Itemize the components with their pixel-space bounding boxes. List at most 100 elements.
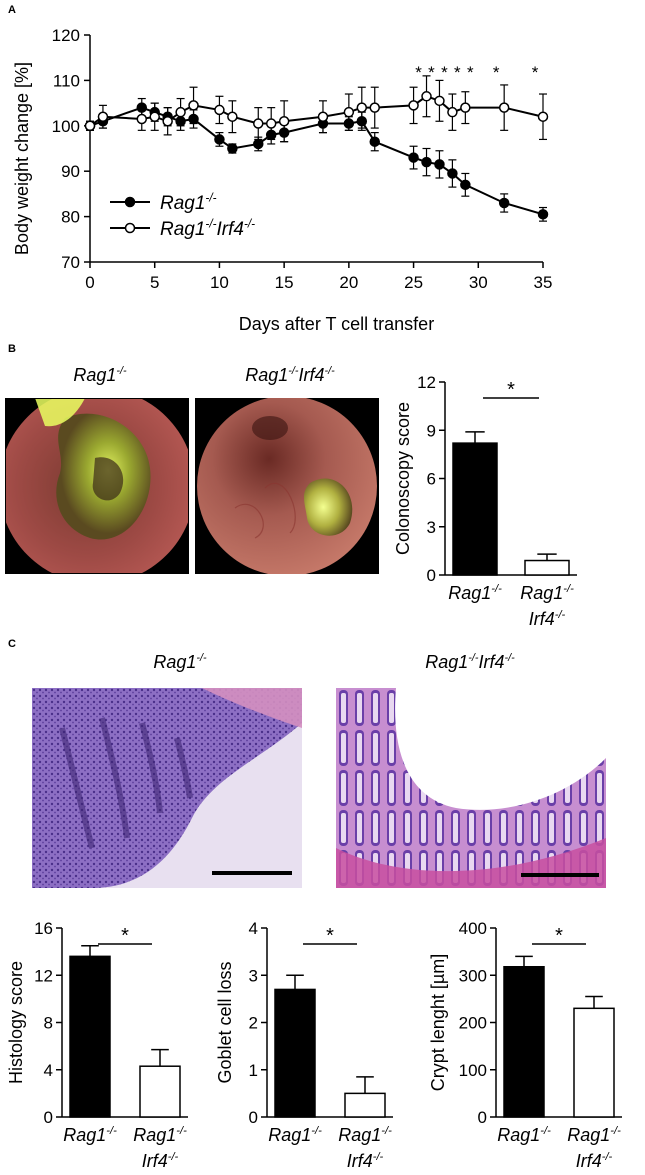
colonoscopy-right-label: Rag1-/-Irf4-/- [245, 365, 335, 385]
y-tick-label-16: 16 [34, 919, 53, 938]
y-tick-label-90: 90 [61, 162, 80, 181]
data-point [317, 111, 329, 122]
data-point [421, 91, 432, 102]
bar-rag1 [69, 955, 111, 1118]
significance-star: * [507, 379, 515, 401]
x-tick-label-15: 15 [275, 273, 294, 292]
colonoscopy-image-rag1 [5, 398, 189, 574]
y-tick-label-9: 9 [427, 421, 436, 440]
bar-rag1-irf4 [524, 559, 570, 576]
significance-star: * [441, 63, 448, 82]
histology-score-bar-chart: 0 4 8 12 16 Histology score Rag1-/- Rag1-/- Irf4… [6, 919, 188, 1171]
data-point [408, 152, 419, 163]
y-tick-label-0: 0 [249, 1108, 258, 1127]
y-tick-label-0: 0 [44, 1108, 53, 1127]
data-point [84, 120, 96, 132]
data-point [537, 209, 549, 220]
series-line [89, 106, 544, 216]
category-label: Rag1-/- [497, 1125, 551, 1145]
x-tick-label-20: 20 [339, 273, 358, 292]
category-label: Rag1-/- [448, 583, 502, 603]
y-tick-label-1: 1 [249, 1061, 258, 1080]
y-tick-label-70: 70 [61, 253, 80, 272]
significance-star: * [454, 63, 461, 82]
y-axis-title: Histology score [6, 961, 26, 1084]
legend-marker [124, 196, 136, 208]
panel-letter-b: B [8, 343, 16, 355]
significance-star: * [428, 63, 435, 82]
y-tick-label-8: 8 [44, 1014, 53, 1033]
y-tick-label-6: 6 [427, 470, 436, 489]
goblet-cell-loss-bar-chart: 0 1 2 3 4 Goblet cell loss Rag1-/- Rag1-/- Irf4-… [215, 919, 393, 1171]
crypt-length-bar-chart: 0 100 200 300 400 Crypt lenght [µm] Rag1-/- Rag… [430, 919, 622, 1171]
legend-marker [124, 222, 136, 234]
data-point [498, 102, 510, 113]
category-label: Rag1-/- [567, 1125, 621, 1145]
data-point [343, 106, 355, 118]
category-label: Rag1-/- [268, 1125, 322, 1145]
x-tick-label-35: 35 [534, 273, 553, 292]
panel-letter-a: A [8, 4, 16, 16]
category-label: Rag1-/- [63, 1125, 117, 1145]
colonoscopy-image-rag1-irf4 [195, 398, 379, 574]
histology-image-rag1 [32, 688, 302, 888]
data-point [214, 104, 225, 116]
y-tick-label-12: 12 [34, 966, 53, 985]
data-point [149, 111, 160, 122]
category-label: Rag1-/- [520, 583, 574, 603]
data-point [214, 134, 225, 145]
x-tick-label-30: 30 [469, 273, 488, 292]
category-label: Rag1-/- [338, 1125, 392, 1145]
data-point [227, 111, 238, 122]
significance-star: * [415, 63, 422, 82]
data-point [369, 102, 380, 113]
y-tick-label-120: 120 [52, 26, 80, 45]
data-point [408, 100, 419, 111]
y-tick-label-3: 3 [249, 966, 258, 985]
x-tick-label-10: 10 [210, 273, 229, 292]
data-point [136, 113, 148, 125]
data-point [227, 143, 238, 154]
x-tick-label-0: 0 [85, 273, 94, 292]
x-tick-label-25: 25 [404, 273, 423, 292]
significance-star: * [326, 925, 334, 947]
category-label: Rag1-/- [133, 1125, 187, 1145]
panel-letter-c: C [8, 638, 16, 650]
y-tick-label-80: 80 [61, 208, 80, 227]
category-label-line2: Irf4-/- [529, 609, 566, 629]
bar-rag1-irf4 [573, 1007, 615, 1118]
legend-label: Rag1-/- [160, 191, 217, 214]
y-tick-label-3: 3 [427, 518, 436, 537]
x-axis-title: Days after T cell transfer [239, 314, 434, 334]
significance-star: * [555, 925, 563, 947]
bar-rag1 [452, 442, 498, 576]
series-rag1-irf4 [84, 75, 549, 143]
x-tick-label-5: 5 [150, 273, 159, 292]
bar-rag1-irf4 [139, 1065, 181, 1118]
body-weight-line-chart: 70 80 90 100 110 120 0 5 10 15 20 25 30 35 Days after … [12, 26, 553, 334]
y-axis-title: Body weight change [%] [12, 62, 32, 255]
legend: Rag1-/- Rag1-/-Irf4-/- [110, 191, 255, 240]
data-point [434, 95, 445, 107]
data-point [369, 136, 380, 147]
data-point [434, 159, 445, 170]
bar-rag1 [503, 965, 545, 1118]
bar-rag1 [274, 988, 316, 1118]
y-axis-title: Goblet cell loss [215, 961, 235, 1083]
y-tick-label-200: 200 [459, 1014, 487, 1033]
data-point [253, 118, 264, 129]
y-tick-label-2: 2 [249, 1014, 258, 1033]
y-tick-label-0: 0 [427, 566, 436, 585]
data-point [162, 116, 173, 127]
bar-rag1-irf4 [344, 1092, 386, 1118]
y-tick-label-0: 0 [478, 1108, 487, 1127]
data-point [175, 106, 186, 118]
category-label-line2: Irf4-/- [142, 1151, 179, 1171]
y-axis-title: Colonoscopy score [393, 402, 413, 555]
legend-label: Rag1-/-Irf4-/- [160, 217, 255, 240]
data-point [460, 179, 471, 191]
significance-star: * [121, 925, 129, 947]
y-tick-label-100: 100 [459, 1061, 487, 1080]
significance-star: * [467, 63, 474, 82]
